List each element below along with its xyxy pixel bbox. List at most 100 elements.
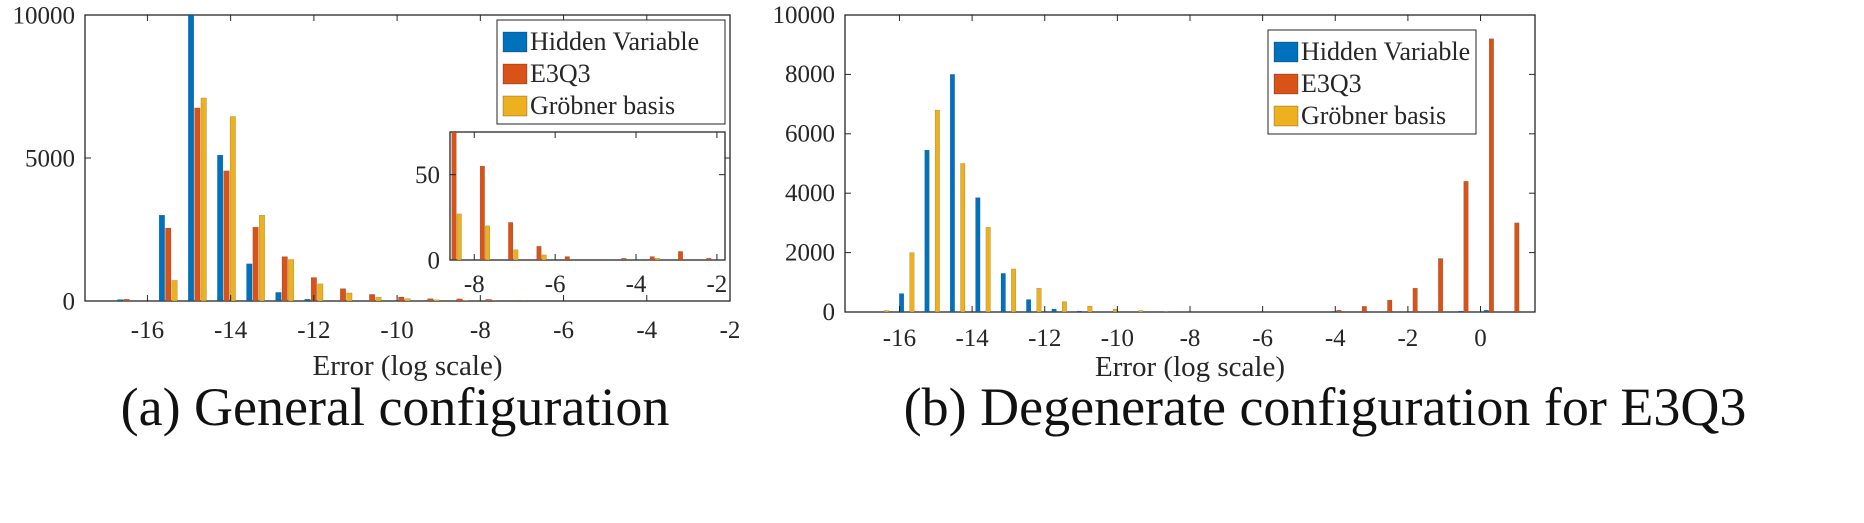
inset-bar [706, 258, 712, 261]
b-bar [1514, 222, 1520, 313]
b-bar [1036, 288, 1042, 313]
a-bar [346, 292, 353, 302]
inset-bar [678, 251, 683, 261]
caption-a: (a) General configuration [121, 377, 670, 437]
b-bar [1087, 305, 1093, 313]
inset-bar [564, 256, 570, 261]
a-bar [317, 283, 324, 302]
inset-bar [508, 222, 514, 261]
legend-box [496, 19, 726, 125]
b-x-tick-label: -2 [1397, 325, 1418, 352]
legend-swatch [1273, 105, 1299, 127]
a-bar [194, 107, 201, 302]
b-bar [1336, 310, 1342, 313]
b-x-tick-label: -12 [1028, 325, 1061, 352]
b-bar [1112, 308, 1118, 313]
caption-b: (b) Degenerate configuration for E3Q3 [904, 377, 1747, 437]
b-bar [1458, 310, 1464, 313]
a-y-tick-label: 10000 [13, 3, 76, 30]
b-bar [949, 74, 955, 313]
a-bar [427, 298, 434, 302]
a-y-tick-label: 5000 [25, 146, 75, 173]
b-x-tick-label: -4 [1325, 325, 1346, 352]
a-bar [404, 298, 411, 302]
b-y-tick-label: 10000 [773, 2, 836, 29]
legend-swatch [1273, 73, 1299, 95]
chart-panel-b: -16 -14 -12 -10 -8 -6 -4 -2 0 0 2000 4000 6000 8000 10… [773, 2, 1536, 383]
b-bar [985, 227, 991, 313]
a-bar [246, 263, 253, 302]
a-bar [456, 298, 463, 302]
b-bar [884, 310, 889, 313]
a-bar [200, 97, 207, 302]
b-bar [1061, 301, 1067, 313]
legend-label: E3Q3 [1301, 69, 1362, 98]
b-y-tick-label: 6000 [785, 121, 835, 148]
a-bar [223, 170, 230, 302]
b-x-tick-label: -10 [1101, 325, 1134, 352]
legend-label: Hidden Variable [530, 27, 699, 56]
inset-y-tick-label: 50 [415, 162, 440, 189]
b-bar [934, 109, 940, 313]
a-bar [275, 292, 282, 302]
a-bar [433, 299, 440, 302]
b-x-tick-label: -16 [883, 325, 916, 352]
a-x-axis-label: Error (log scale) [312, 350, 502, 382]
inset-bar [451, 131, 457, 261]
b-bar [1412, 288, 1418, 313]
legend-swatch [1273, 41, 1299, 63]
legend-box [1267, 29, 1477, 135]
legend-label: Hidden Variable [1301, 37, 1470, 66]
a-bar [375, 297, 382, 302]
b-bar [1026, 299, 1032, 313]
b-bar [1483, 310, 1489, 313]
a-bar [369, 294, 376, 302]
inset-bar [536, 246, 542, 261]
b-y-tick-label: 8000 [785, 61, 835, 88]
b-bar [924, 149, 930, 313]
inset-x-tick-label: -4 [626, 271, 647, 298]
inset-bar [654, 258, 660, 261]
a-bar [281, 256, 288, 302]
a-bar [485, 299, 492, 302]
a-x-tick-label: -16 [131, 317, 164, 344]
b-bar [909, 252, 915, 313]
legend-swatch [502, 63, 528, 85]
a-bar [514, 300, 521, 302]
a-x-tick-label: -6 [553, 317, 574, 344]
inset-bar [485, 225, 490, 261]
a-bar [229, 116, 236, 302]
inset-y-tick-label: 0 [428, 248, 441, 275]
a-bar [252, 227, 259, 302]
legend-swatch [502, 31, 528, 53]
inset-bar [513, 249, 519, 261]
inset-bar [621, 258, 627, 261]
a-x-tick-label: -2 [720, 317, 741, 344]
a-bar [258, 214, 265, 302]
legend-label: E3Q3 [530, 59, 591, 88]
b-x-tick-label: -14 [955, 325, 989, 352]
a-bar [288, 259, 295, 302]
inset-bar [479, 165, 485, 261]
a-bar [171, 280, 178, 302]
inset-x-tick-label: -6 [545, 271, 566, 298]
a-bar [158, 214, 165, 302]
b-x-tick-label: 0 [1474, 325, 1487, 352]
inset-x-tick-label: -2 [706, 271, 727, 298]
a-x-tick-label: -14 [214, 317, 248, 344]
b-bar [899, 293, 905, 313]
b-bar [1011, 268, 1017, 313]
b-bar [975, 197, 981, 313]
b-x-tick-label: -8 [1180, 325, 1201, 352]
a-x-tick-label: -8 [470, 317, 491, 344]
b-y-tick-label: 2000 [785, 239, 835, 266]
legend-label: Gröbner basis [1301, 101, 1446, 130]
a-bar [217, 154, 224, 302]
a-bar [123, 299, 130, 302]
inset-x-tick-label: -8 [464, 271, 485, 298]
a-bar [188, 14, 194, 302]
a-bar [304, 299, 311, 302]
b-bar [1051, 308, 1057, 313]
a-inset-chart: -8 -6 -4 -2 0 50 [415, 131, 727, 298]
